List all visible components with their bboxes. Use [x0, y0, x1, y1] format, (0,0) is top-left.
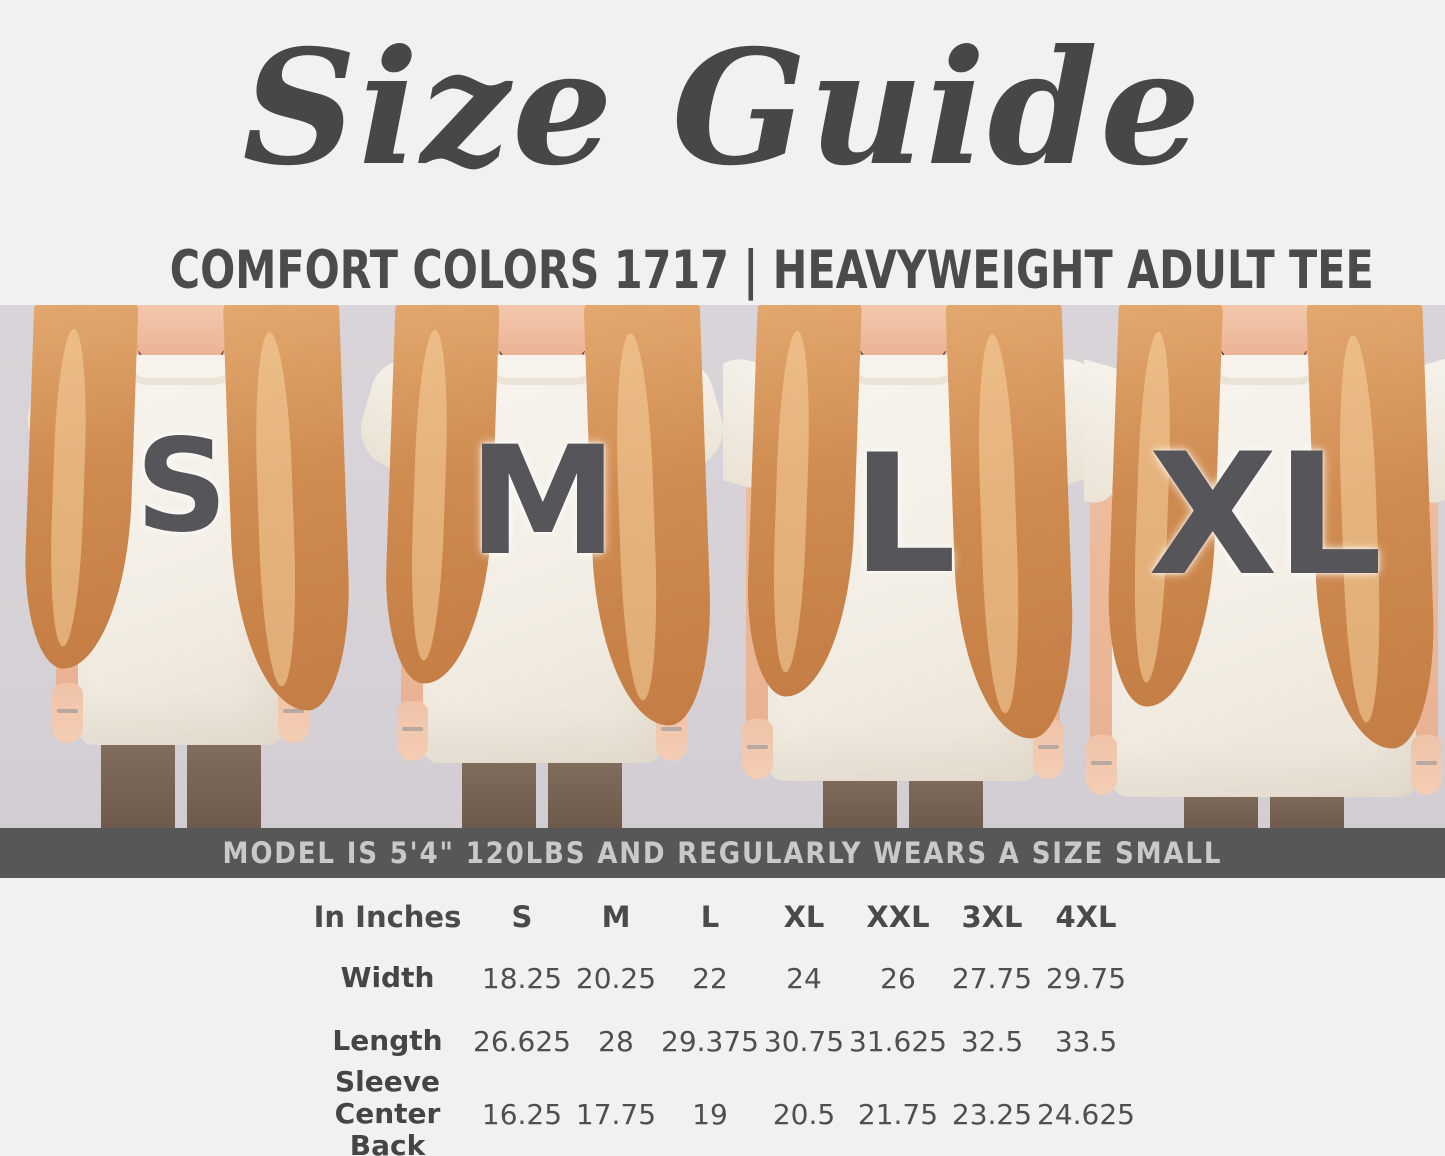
model-hand-left [396, 701, 428, 761]
table-cell: 33.5 [1054, 1024, 1118, 1058]
size-letter-s: S [135, 412, 228, 561]
table-cell: 22 [692, 961, 728, 995]
model-hand-left [52, 683, 84, 743]
table-cell: 19 [692, 1097, 728, 1131]
row-label-text: Sleeve Center Back [334, 1064, 441, 1156]
table-cell: 16.25 [481, 1097, 563, 1131]
table-col-header-xl: XL [783, 900, 825, 934]
model-hand-left [742, 719, 774, 779]
table-cell: 26 [880, 961, 916, 995]
table-col-header-m: M [601, 900, 631, 934]
table-cell: 26.625 [473, 1024, 571, 1058]
model-photo-panel-s: S [0, 305, 362, 828]
table-row-label-length: Length [300, 1010, 475, 1072]
model-photo-strip: S M [0, 305, 1445, 828]
table-cell: 28 [598, 1024, 634, 1058]
table-cell: 24 [786, 961, 822, 995]
model-leg-right [186, 731, 261, 828]
table-cell: 30.75 [763, 1024, 845, 1058]
model-info-text: MODEL IS 5'4" 120LBS AND REGULARLY WEARS… [222, 836, 1223, 870]
header: Size Guide COMFORT COLORS 1717 | HEAVYWE… [0, 0, 1445, 305]
size-letter-xl: XL [1148, 417, 1383, 613]
model-leg-left [100, 731, 175, 828]
size-chart-section: In Inches S M L XL XXL 3XL 4XL Width 18.… [0, 878, 1445, 1156]
table-cell: 31.625 [849, 1024, 947, 1058]
table-cell: 18.25 [481, 961, 563, 995]
model-photo-panel-m: M [361, 305, 723, 828]
table-col-header-4xl: 4XL [1055, 900, 1117, 934]
table-col-header-l: L [700, 900, 720, 934]
table-cell: 23.25 [951, 1097, 1033, 1131]
table-row-label-width: Width [300, 946, 475, 1010]
table-col-header-3xl: 3XL [961, 900, 1023, 934]
table-cell: 24.625 [1037, 1097, 1135, 1131]
table-cell: 29.75 [1045, 961, 1127, 995]
table-cell: 20.25 [575, 961, 657, 995]
table-cell: 17.75 [575, 1097, 657, 1131]
size-letter-m: M [468, 415, 617, 589]
model-photo-panel-xl: XL [1083, 305, 1445, 828]
table-cell: 21.75 [857, 1097, 939, 1131]
table-cell: 27.75 [951, 961, 1033, 995]
page-subtitle: COMFORT COLORS 1717 | HEAVYWEIGHT ADULT … [0, 244, 1445, 297]
size-chart-table: In Inches S M L XL XXL 3XL 4XL Width 18.… [300, 888, 1135, 1156]
page-title: Size Guide [242, 16, 1203, 201]
table-col-header-s: S [511, 900, 533, 934]
page-subtitle-text: COMFORT COLORS 1717 | HEAVYWEIGHT ADULT … [169, 240, 1374, 301]
model-hand-left [1086, 735, 1118, 795]
size-letter-l: L [851, 419, 957, 610]
table-col-header-xxl: XXL [866, 900, 930, 934]
model-hand-right [1411, 735, 1443, 795]
model-hand-right [1033, 719, 1065, 779]
row-label-text: Length [332, 1023, 443, 1057]
table-unit-label: In Inches [313, 900, 462, 934]
table-cell: 32.5 [960, 1024, 1024, 1058]
table-cell: 20.5 [772, 1097, 836, 1131]
model-info-banner: MODEL IS 5'4" 120LBS AND REGULARLY WEARS… [0, 828, 1445, 878]
table-row-label-sleeve: Sleeve Center Back [300, 1065, 475, 1156]
row-label-text: Width [340, 960, 435, 994]
table-cell: 29.375 [661, 1024, 759, 1058]
model-photo-panel-l: L [722, 305, 1084, 828]
